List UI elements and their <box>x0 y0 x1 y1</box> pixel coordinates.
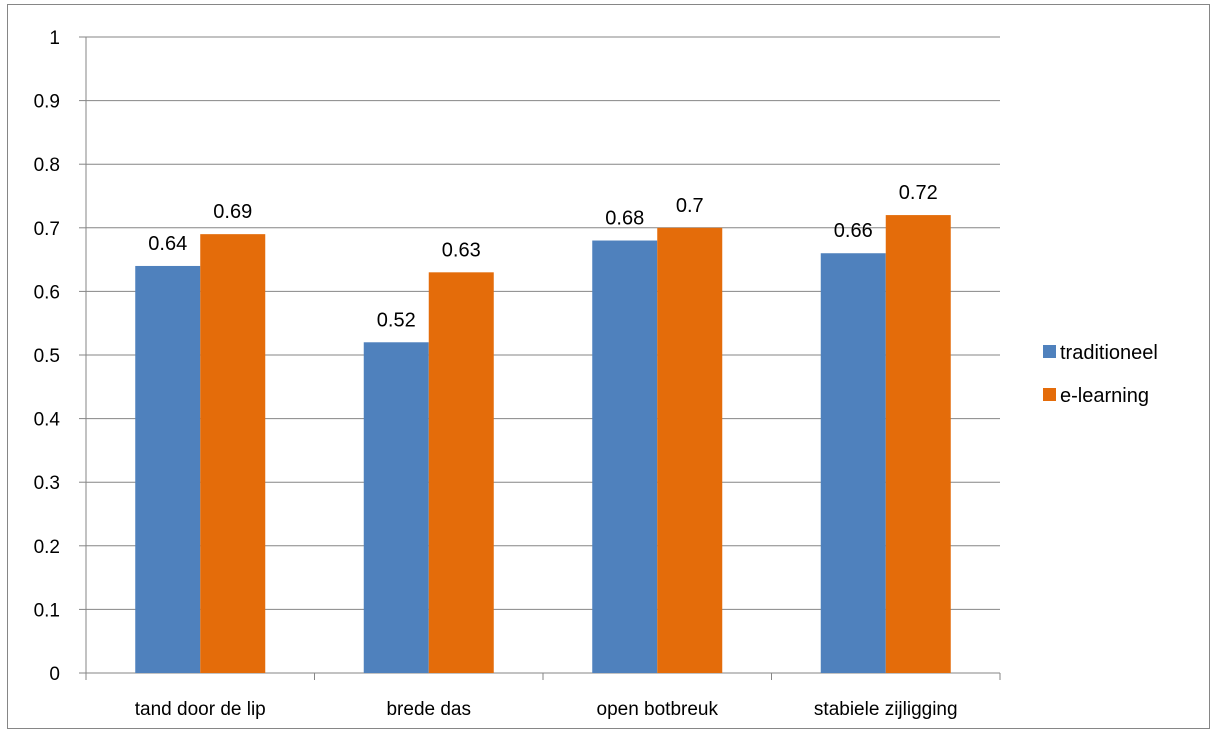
legend-label: traditioneel <box>1060 342 1158 364</box>
y-tick-label: 0.6 <box>34 282 60 303</box>
y-tick-label: 0.1 <box>34 600 60 621</box>
y-tick-label: 0.3 <box>34 473 60 494</box>
bar-traditioneel-3 <box>820 253 886 674</box>
data-label: 0.7 <box>676 195 704 217</box>
data-label: 0.63 <box>442 239 481 261</box>
y-tick-label: 0.9 <box>34 92 60 113</box>
data-label: 0.52 <box>377 309 416 331</box>
data-label: 0.66 <box>834 220 873 242</box>
bar-e-learning-1 <box>428 272 494 673</box>
bar-traditioneel-1 <box>363 342 429 673</box>
data-label: 0.64 <box>148 233 187 255</box>
x-tick-label: brede das <box>386 699 471 720</box>
x-tick-label: stabiele zijligging <box>814 699 958 720</box>
bar-e-learning-3 <box>885 215 951 673</box>
bar-e-learning-2 <box>657 227 723 674</box>
legend-swatch-e-learning <box>1043 388 1056 401</box>
data-label: 0.68 <box>605 208 644 230</box>
y-tick-label: 1 <box>49 28 60 49</box>
y-tick-label: 0.2 <box>34 537 60 558</box>
bar-e-learning-0 <box>200 234 266 673</box>
y-tick-label: 0 <box>49 664 60 685</box>
bar-traditioneel-2 <box>592 240 658 673</box>
legend-label: e-learning <box>1060 385 1149 407</box>
data-label: 0.72 <box>899 182 938 204</box>
data-label: 0.69 <box>213 201 252 223</box>
bar-traditioneel-0 <box>135 265 201 673</box>
x-tick-label: tand door de lip <box>135 699 266 720</box>
y-tick-label: 0.8 <box>34 155 60 176</box>
y-tick-label: 0.5 <box>34 346 60 367</box>
legend-swatch-traditioneel <box>1043 345 1056 358</box>
y-tick-label: 0.4 <box>34 410 61 431</box>
x-tick-label: open botbreuk <box>597 699 719 720</box>
y-tick-label: 0.7 <box>34 219 60 240</box>
